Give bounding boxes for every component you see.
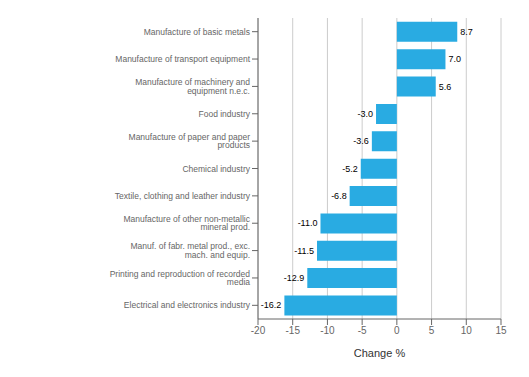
svg-text:0: 0	[394, 325, 400, 336]
svg-text:-5: -5	[358, 325, 367, 336]
svg-text:Change %: Change %	[354, 347, 406, 359]
svg-text:Textile, clothing and leather: Textile, clothing and leather industry	[115, 191, 251, 201]
svg-text:5: 5	[429, 325, 435, 336]
svg-text:Chemical industry: Chemical industry	[182, 164, 250, 174]
svg-text:-11.0: -11.0	[298, 218, 318, 228]
svg-text:-15: -15	[285, 325, 300, 336]
svg-text:10: 10	[461, 325, 473, 336]
svg-text:Manufacture of other non-metal: Manufacture of other non-metallicmineral…	[123, 214, 250, 233]
svg-text:7.0: 7.0	[448, 54, 461, 64]
svg-text:Food industry: Food industry	[199, 109, 251, 119]
svg-text:-20: -20	[251, 325, 266, 336]
svg-text:-11.5: -11.5	[294, 246, 314, 256]
svg-text:-10: -10	[320, 325, 335, 336]
svg-text:Printing and reproduction of r: Printing and reproduction of recordedmed…	[110, 269, 251, 288]
svg-text:Electrical and electronics ind: Electrical and electronics industry	[124, 300, 251, 310]
svg-text:Manuf. of fabr. metal prod., e: Manuf. of fabr. metal prod., exc.mach. a…	[130, 241, 250, 259]
svg-text:Manufacture of transport equip: Manufacture of transport equipment	[115, 54, 250, 64]
svg-text:15: 15	[495, 325, 507, 336]
svg-text:-6.8: -6.8	[331, 191, 347, 201]
svg-text:-12.9: -12.9	[284, 273, 305, 283]
svg-text:8.7: 8.7	[460, 27, 473, 37]
svg-text:-5.2: -5.2	[342, 164, 358, 174]
svg-text:-16.2: -16.2	[261, 300, 282, 310]
svg-text:-3.0: -3.0	[358, 109, 374, 119]
svg-text:-3.6: -3.6	[353, 136, 369, 146]
svg-text:Manufacture of paper and paper: Manufacture of paper and paperproducts	[129, 132, 251, 151]
svg-text:5.6: 5.6	[439, 82, 452, 92]
svg-text:Manufacture of basic metals: Manufacture of basic metals	[144, 27, 250, 37]
svg-text:Manufacture of machinery andeq: Manufacture of machinery andequipment n.…	[135, 77, 250, 96]
